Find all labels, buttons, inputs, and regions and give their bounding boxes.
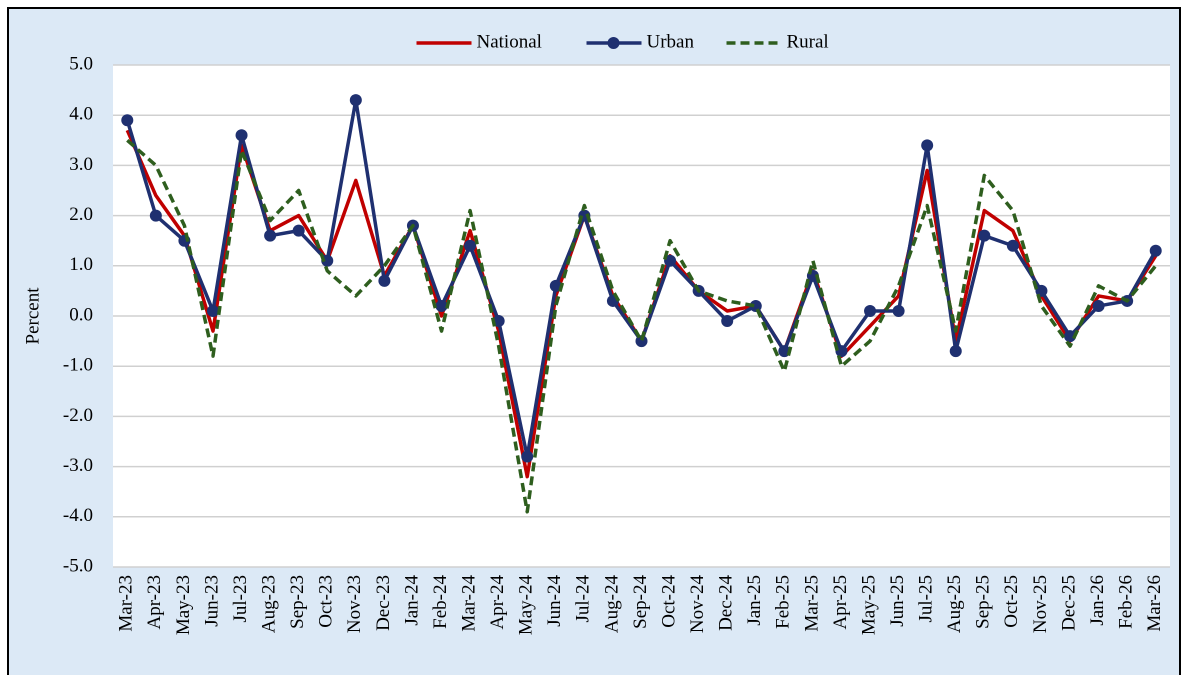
y-tick-label: 0.0 (69, 304, 93, 325)
y-tick-label: 3.0 (69, 154, 93, 175)
y-axis-label: Percent (22, 287, 43, 345)
x-tick-label: Jun-23 (201, 575, 222, 627)
data-point (435, 299, 448, 312)
data-point (349, 94, 362, 107)
x-tick-label: Dec-24 (716, 575, 737, 631)
data-point (921, 139, 934, 152)
data-point (1064, 330, 1077, 343)
x-tick-label: Mar-26 (1144, 575, 1165, 632)
data-point (149, 209, 162, 222)
series-line (126, 138, 1158, 514)
x-tick-label: Oct-25 (1001, 575, 1022, 628)
x-tick-label: Nov-23 (344, 575, 365, 633)
x-tick-label: Jul-23 (230, 575, 251, 623)
data-point (549, 279, 562, 292)
data-point (264, 229, 277, 242)
legend-marker (607, 37, 620, 49)
data-point (635, 335, 648, 348)
x-tick-label: May-23 (173, 575, 194, 635)
data-point (378, 274, 391, 287)
data-point (292, 224, 305, 237)
x-tick-label: Jun-24 (544, 575, 565, 627)
data-point (835, 345, 848, 358)
x-tick-label: Sep-23 (287, 575, 308, 629)
data-point (1149, 244, 1162, 257)
data-point (864, 304, 877, 317)
data-point (121, 114, 134, 127)
x-tick-label: Apr-24 (487, 575, 508, 630)
y-tick-label: 4.0 (69, 104, 93, 125)
x-tick-label: Aug-24 (601, 575, 622, 634)
data-point (949, 345, 962, 358)
data-point (978, 229, 991, 242)
y-tick-label: -3.0 (63, 455, 93, 476)
y-tick-label: 1.0 (69, 254, 93, 275)
y-tick-label: 2.0 (69, 204, 93, 225)
x-tick-label: Dec-25 (1058, 575, 1079, 631)
x-tick-label: Mar-24 (458, 575, 479, 632)
data-point (1006, 239, 1019, 252)
x-tick-label: May-25 (858, 575, 879, 635)
x-tick-label: May-24 (516, 575, 537, 636)
y-tick-label: -5.0 (63, 555, 93, 576)
x-tick-label: Jun-25 (887, 575, 908, 627)
data-point (235, 129, 248, 142)
x-tick-label: Feb-26 (1116, 575, 1137, 629)
data-point (1035, 284, 1048, 297)
data-point (464, 239, 477, 252)
x-tick-label: Mar-23 (116, 575, 137, 632)
x-tick-label: Aug-23 (258, 575, 279, 633)
x-tick-label: Feb-24 (430, 575, 451, 629)
data-point (1092, 299, 1105, 312)
x-tick-label: Dec-23 (373, 575, 394, 631)
x-tick-label: Jan-26 (1087, 575, 1108, 626)
y-tick-label: -4.0 (63, 505, 93, 526)
legend-label: Rural (787, 31, 829, 52)
y-tick-label: -2.0 (63, 405, 93, 426)
x-tick-label: Jul-24 (573, 575, 594, 623)
x-tick-label: Apr-23 (144, 575, 165, 630)
data-point (206, 304, 219, 317)
data-point (892, 304, 905, 317)
x-tick-label: Nov-24 (687, 575, 708, 634)
x-tick-label: Oct-24 (658, 575, 679, 628)
x-tick-label: Jan-24 (401, 575, 422, 626)
x-tick-label: Aug-25 (944, 575, 965, 633)
legend-label: National (477, 31, 542, 52)
x-tick-label: Mar-25 (801, 575, 822, 632)
legend-label: Urban (647, 31, 695, 52)
x-tick-label: Apr-25 (830, 575, 851, 630)
x-tick-label: Sep-24 (630, 575, 651, 629)
y-tick-label: 5.0 (69, 53, 93, 74)
x-tick-label: Jul-25 (916, 575, 937, 623)
x-tick-label: Oct-23 (316, 575, 337, 628)
x-tick-label: Nov-25 (1030, 575, 1051, 633)
data-point (521, 450, 534, 463)
data-point (664, 254, 677, 267)
data-point (721, 315, 734, 328)
x-tick-label: Jan-25 (744, 575, 765, 626)
x-tick-label: Sep-25 (973, 575, 994, 629)
x-tick-label: Feb-25 (773, 575, 794, 629)
y-tick-label: -1.0 (63, 355, 93, 376)
